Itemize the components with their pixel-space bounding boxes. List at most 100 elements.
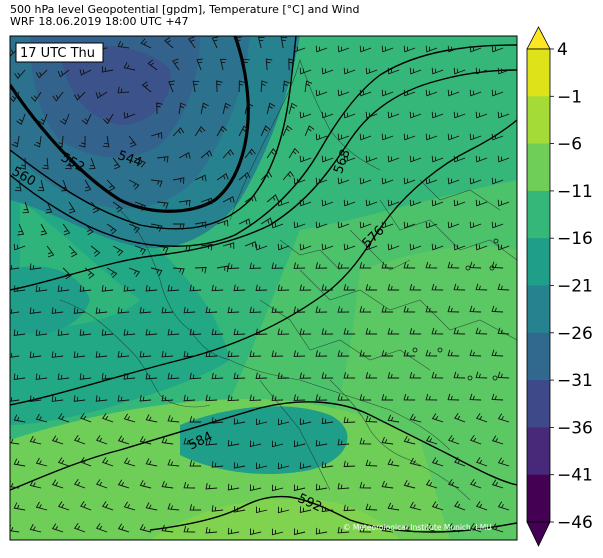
wind-barb-icon — [497, 67, 510, 75]
wind-barb-icon — [139, 395, 152, 402]
wind-barb-icon — [293, 440, 306, 448]
wind-barb-icon — [425, 45, 438, 53]
wind-barb-icon — [381, 350, 394, 357]
coastlines — [59, 58, 517, 501]
wind-barb-icon — [167, 328, 180, 336]
wind-barb-icon — [271, 484, 284, 492]
wind-barb-icon — [249, 306, 262, 313]
wind-barb-icon — [381, 221, 394, 229]
wind-barb-icon — [277, 462, 290, 470]
wind-barb-icon — [447, 45, 460, 53]
wind-barb-icon — [475, 111, 488, 119]
wind-barb-icon — [260, 171, 273, 181]
wind-barb-icon — [403, 349, 416, 357]
wind-barb-icon — [157, 156, 169, 163]
wind-barb-icon — [145, 414, 158, 423]
wind-barb-icon — [266, 194, 279, 203]
wind-barb-icon — [189, 504, 202, 511]
wind-barb-icon — [475, 155, 488, 163]
wind-barb-icon — [447, 479, 460, 489]
wind-barb-icon — [10, 524, 20, 533]
wind-barb-icon — [14, 69, 26, 80]
wind-barb-icon — [167, 415, 180, 423]
wind-barb-icon — [403, 133, 416, 141]
contour-560 — [10, 44, 517, 247]
wind-barb-icon — [79, 329, 92, 336]
wind-barb-icon — [172, 58, 180, 71]
wind-barb-icon — [157, 245, 169, 254]
wind-barb-icon — [299, 372, 312, 379]
wind-barb-icon — [447, 177, 460, 185]
wind-barb-icon — [315, 306, 328, 313]
colorbar-tick-label: −26 — [557, 324, 593, 344]
wind-barb-icon — [321, 67, 334, 75]
wind-barb-icon — [51, 307, 64, 314]
wind-barb-icon — [425, 133, 438, 141]
wind-barb-icon — [194, 174, 207, 182]
wind-barb-icon — [205, 527, 218, 534]
wind-barb-icon — [337, 221, 350, 229]
wind-barb-icon — [255, 243, 268, 251]
wind-barb-icon — [277, 418, 290, 426]
wind-barb-icon — [491, 435, 504, 445]
wind-barb-icon — [33, 135, 42, 148]
wind-barb-icon — [227, 483, 240, 491]
wind-barb-icon — [58, 457, 70, 467]
wind-barb-icon — [10, 480, 20, 489]
wind-barb-icon — [337, 45, 350, 53]
wind-barb-icon — [161, 480, 174, 489]
wind-barb-icon — [299, 462, 312, 469]
wind-barb-icon — [227, 262, 240, 270]
wind-barb-icon — [293, 177, 306, 185]
colorbar-band — [527, 474, 550, 523]
wind-barb-icon — [409, 413, 422, 423]
wind-barb-icon — [205, 306, 218, 314]
wind-barb-icon — [365, 415, 378, 423]
wind-barb-icon — [101, 501, 114, 511]
city-dot-icon — [493, 238, 499, 244]
wind-barb-icon — [469, 89, 482, 97]
wind-barb-icon — [299, 284, 312, 291]
wind-barb-icon — [46, 245, 55, 258]
wind-barb-icon — [304, 125, 315, 137]
wind-barb-icon — [134, 201, 147, 212]
wind-barb-icon — [365, 67, 378, 75]
wind-barb-icon — [469, 221, 482, 229]
wind-barbs — [10, 36, 510, 536]
wind-barb-icon — [321, 328, 334, 335]
wind-barb-icon — [17, 223, 25, 236]
wind-barb-icon — [151, 223, 163, 232]
wind-barb-icon — [315, 262, 328, 269]
wind-barb-icon — [73, 479, 86, 489]
wind-barb-icon — [244, 241, 257, 248]
wind-barb-icon — [45, 201, 53, 214]
wind-barb-icon — [57, 373, 70, 380]
wind-barb-icon — [65, 157, 72, 170]
wind-barb-icon — [123, 285, 136, 292]
wind-barb-icon — [359, 221, 372, 229]
wind-barb-icon — [497, 457, 510, 467]
wind-barb-icon — [403, 261, 416, 269]
wind-barb-icon — [58, 501, 70, 511]
wind-barb-icon — [29, 263, 42, 271]
wind-barb-icon — [359, 350, 372, 357]
wind-barb-icon — [156, 102, 163, 115]
wind-barb-icon — [282, 125, 293, 137]
colorbar-tick-label: −11 — [557, 182, 593, 202]
wind-barb-icon — [453, 67, 466, 75]
colorbar-band — [527, 238, 550, 286]
wind-barb-icon — [280, 36, 288, 49]
wind-barb-icon — [265, 58, 273, 71]
wind-barb-icon — [365, 459, 378, 467]
colorbar-band — [527, 143, 550, 192]
wind-barb-icon — [271, 350, 284, 357]
wind-barb-icon — [145, 373, 158, 380]
colorbar-tick-label: −46 — [557, 513, 593, 533]
wind-barb-icon — [167, 284, 180, 292]
city-dot-icon — [437, 347, 443, 353]
wind-barb-icon — [249, 528, 262, 536]
wind-barb-icon — [38, 113, 48, 126]
colorbar-extend-bottom — [526, 521, 551, 547]
wind-barb-icon — [95, 479, 108, 489]
wind-barb-icon — [101, 457, 114, 467]
